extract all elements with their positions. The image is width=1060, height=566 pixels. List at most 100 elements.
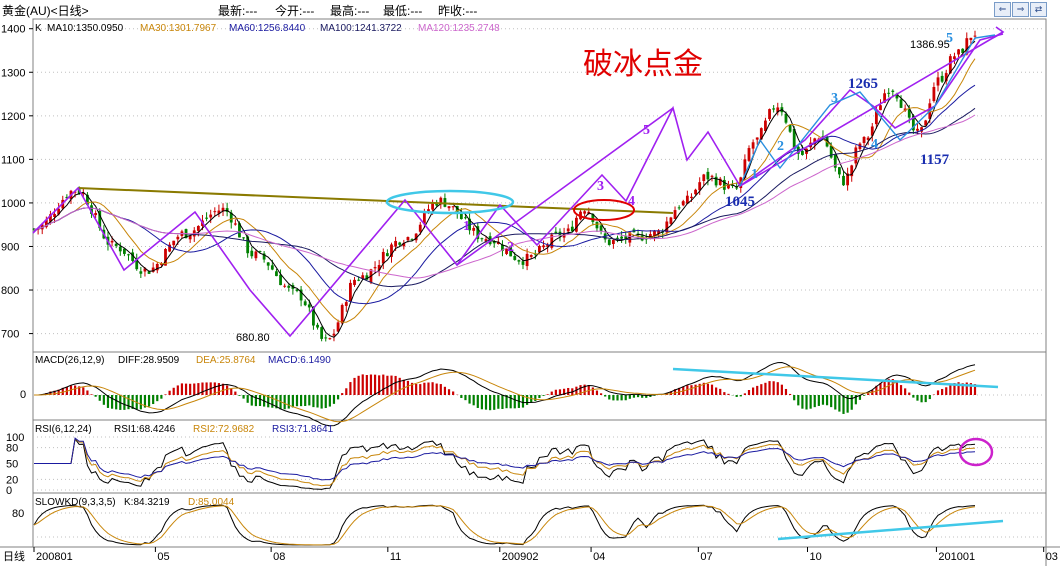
- candle-body: [879, 105, 882, 111]
- candle-body: [118, 246, 122, 252]
- candle-body: [599, 225, 603, 232]
- candle-body: [710, 175, 714, 177]
- candle-body: [887, 92, 891, 94]
- candle-body: [262, 253, 266, 260]
- red-ellipse: [573, 199, 635, 221]
- candle-body: [932, 86, 936, 102]
- candle-body: [521, 261, 525, 265]
- candle-body: [307, 304, 311, 308]
- candle-body: [303, 301, 307, 306]
- impulse-trend-line: [456, 107, 674, 266]
- back-button[interactable]: ⇐: [994, 2, 1011, 17]
- wave-2-a: 2: [507, 240, 514, 255]
- candle-body: [874, 110, 878, 125]
- candle-body: [764, 120, 767, 132]
- candle-body: [501, 244, 504, 251]
- slowkd-panel: [32, 492, 1047, 548]
- candle-body: [837, 167, 841, 175]
- candle-body: [86, 194, 89, 205]
- price-y-ticks: 700 800 900 1000 1100 1200 1300 1400: [1, 24, 33, 341]
- candle-body: [377, 265, 381, 271]
- trend-arrow-head: [992, 26, 1005, 39]
- candle-body: [768, 109, 771, 120]
- upper-trend-line: [739, 31, 1004, 187]
- high-label: 1386.95: [910, 39, 950, 51]
- candle-body: [135, 259, 139, 270]
- rsi-legend-3: RSI3:71.8641: [272, 424, 334, 435]
- candle-body: [948, 56, 952, 74]
- x-tick-label: 07: [700, 551, 712, 563]
- candle-body: [361, 275, 365, 279]
- wave-3-a: 3: [597, 179, 604, 194]
- wave-5-b: 5: [946, 31, 953, 46]
- wave-4-b: 4: [871, 137, 878, 152]
- candle-body: [65, 196, 69, 199]
- kd-legend-d: D:85.0044: [188, 497, 235, 508]
- candle-body: [233, 223, 237, 225]
- swap-button[interactable]: ⇄: [1030, 2, 1047, 17]
- candle-body: [944, 73, 948, 82]
- candle-body: [492, 241, 496, 244]
- macd-series: [33, 361, 1046, 427]
- moving-averages: [33, 40, 976, 338]
- candle-body: [299, 289, 303, 301]
- candle-body: [751, 142, 755, 149]
- wave-1-b: 1: [751, 167, 758, 182]
- rsi-y-tick-label: 80: [6, 443, 18, 455]
- rsi-y-tick-label: 100: [6, 432, 24, 444]
- candle-body: [373, 267, 377, 269]
- candle-body: [722, 179, 726, 190]
- price-y-tick-label: 1400: [1, 24, 25, 36]
- high-price: 最高:---: [330, 4, 370, 18]
- candle-body: [973, 35, 977, 37]
- rsi-legend-1: RSI1:68.4246: [114, 424, 176, 435]
- candle-body: [131, 252, 135, 261]
- candle-body: [850, 165, 854, 177]
- candle-body: [394, 240, 398, 247]
- olive-resistance-line: [77, 187, 674, 214]
- price-y-tick-label: 800: [1, 285, 19, 297]
- low-label: 680.80: [236, 332, 270, 344]
- rsi3-line: [34, 437, 976, 481]
- candle-body: [266, 262, 270, 266]
- candle-body: [295, 289, 299, 291]
- candle-body: [270, 265, 274, 270]
- kd-d-line: [33, 505, 976, 546]
- candle-body: [287, 285, 291, 288]
- candle-body: [657, 230, 660, 234]
- candle-body: [698, 182, 702, 191]
- x-tick-label: 200801: [36, 551, 73, 563]
- candle-body: [246, 236, 250, 254]
- candle-body: [936, 77, 940, 86]
- candle-body: [164, 249, 167, 266]
- forward-button[interactable]: ⇒: [1012, 2, 1029, 17]
- candle-body: [714, 176, 718, 186]
- candle-body: [242, 237, 245, 239]
- ma60-line: [33, 84, 976, 305]
- candle-body: [439, 197, 443, 205]
- candle-body: [205, 217, 208, 219]
- kd-series: 80: [12, 504, 1046, 546]
- candle-body: [542, 245, 545, 248]
- rsi-y-tick-label: 20: [6, 474, 18, 486]
- low-1157-label: 1157: [920, 152, 950, 168]
- candle-body: [151, 267, 155, 272]
- candles: [32, 30, 977, 342]
- legend-ma10: MA10:1350.0950: [47, 23, 124, 34]
- wave-1-a: 1: [463, 219, 470, 234]
- candle-body: [312, 306, 315, 326]
- candle-body: [776, 107, 780, 113]
- candle-body: [44, 219, 48, 228]
- candle-body: [451, 206, 455, 208]
- candle-body: [784, 113, 788, 123]
- kd-divergence-line: [777, 519, 1004, 541]
- rsi-legend-2: RSI2:72.9682: [193, 424, 255, 435]
- candle-body: [546, 244, 550, 247]
- candle-body: [509, 245, 513, 257]
- candle-body: [940, 75, 944, 82]
- candle-body: [706, 171, 710, 180]
- candle-body: [464, 217, 467, 219]
- candle-body: [969, 37, 973, 40]
- candle-body: [238, 223, 241, 238]
- ma120-line: [33, 114, 976, 279]
